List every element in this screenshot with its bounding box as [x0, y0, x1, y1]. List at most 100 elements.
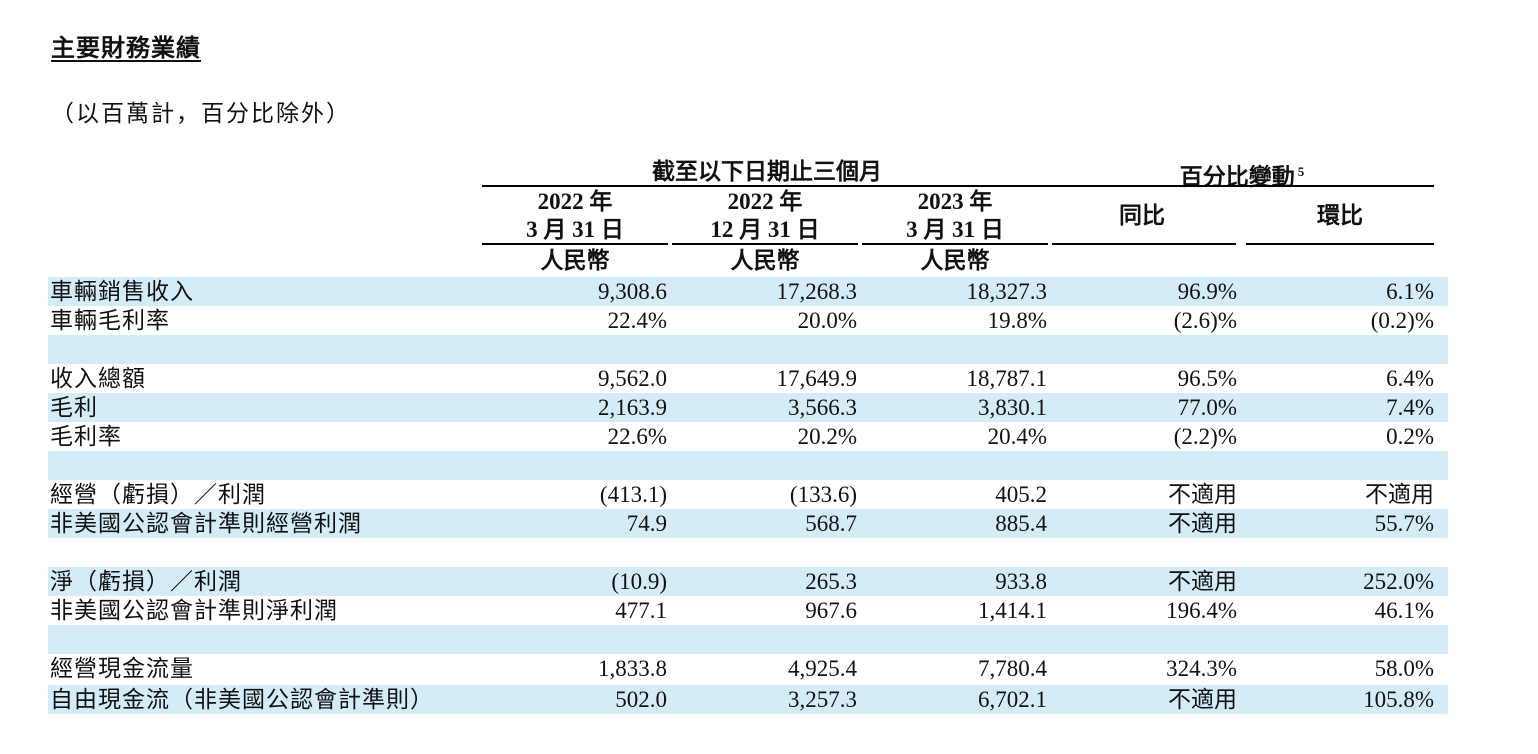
- row-label: 經營（虧損）／利潤: [50, 482, 266, 507]
- table-row: 自由現金流（非美國公認會計準則） 502.0 3,257.3 6,702.1 不…: [48, 685, 1448, 714]
- cell-value: 967.6: [805, 598, 857, 623]
- column-header-q1-2023: 2023 年 3 月 31 日: [862, 188, 1048, 244]
- cell-value: 77.0%: [1177, 395, 1237, 420]
- cell-value: 405.2: [995, 482, 1047, 507]
- column-year: 2022 年: [727, 189, 803, 214]
- table-row: 車輛毛利率 22.4% 20.0% 19.8% (2.6)% (0.2)%: [48, 306, 1448, 335]
- row-label: 非美國公認會計準則經營利潤: [50, 511, 362, 536]
- cell-value: 6,702.1: [978, 687, 1047, 712]
- column-rule: [1052, 243, 1236, 245]
- row-label: 淨（虧損）／利潤: [50, 569, 242, 594]
- cell-value: 96.5%: [1177, 366, 1237, 391]
- currency-label: 人民幣: [920, 248, 990, 273]
- column-rule: [672, 243, 858, 245]
- cell-value: 22.4%: [607, 308, 667, 333]
- table-row: 車輛銷售收入 9,308.6 17,268.3 18,327.3 96.9% 6…: [48, 277, 1448, 306]
- cell-value: 18,787.1: [966, 366, 1048, 391]
- units-note: （以百萬計，百分比除外）: [51, 101, 351, 126]
- cell-value: 不適用: [1365, 482, 1434, 507]
- period-group-header: 截至以下日期止三個月: [652, 159, 882, 184]
- cell-value: 324.3%: [1166, 656, 1237, 681]
- row-label: 經營現金流量: [50, 656, 194, 681]
- cell-value: 9,562.0: [598, 366, 667, 391]
- table-row: 非美國公認會計準則淨利潤 477.1 967.6 1,414.1 196.4% …: [48, 596, 1448, 625]
- currency-label: 人民幣: [730, 248, 800, 273]
- cell-value: 46.1%: [1374, 598, 1434, 623]
- cell-value: (133.6): [789, 482, 857, 507]
- table-row: 毛利率 22.6% 20.2% 20.4% (2.2)% 0.2%: [48, 422, 1448, 451]
- table-row-spacer: [48, 625, 1448, 654]
- cell-value: 105.8%: [1363, 687, 1434, 712]
- cell-value: 3,566.3: [788, 395, 857, 420]
- table-row: 毛利 2,163.9 3,566.3 3,830.1 77.0% 7.4%: [48, 393, 1448, 422]
- cell-value: 6.4%: [1386, 366, 1434, 391]
- cell-value: 9,308.6: [598, 279, 667, 304]
- cell-value: 1,833.8: [598, 656, 667, 681]
- row-label: 自由現金流（非美國公認會計準則）: [50, 687, 434, 712]
- column-rule: [1246, 243, 1434, 245]
- cell-value: 568.7: [805, 511, 857, 536]
- cell-value: 不適用: [1168, 511, 1237, 536]
- cell-value: 不適用: [1168, 569, 1237, 594]
- row-label: 非美國公認會計準則淨利潤: [50, 598, 338, 623]
- column-header-q4-2022: 2022 年 12 月 31 日: [672, 188, 858, 244]
- column-date: 3 月 31 日: [526, 217, 624, 242]
- table-row: 經營現金流量 1,833.8 4,925.4 7,780.4 324.3% 58…: [48, 654, 1448, 683]
- row-label: 車輛毛利率: [50, 308, 170, 333]
- cell-value: (2.6)%: [1173, 308, 1237, 333]
- cell-value: 58.0%: [1374, 656, 1434, 681]
- page-title: 主要財務業績: [51, 36, 201, 62]
- table-row: 經營（虧損）／利潤 (413.1) (133.6) 405.2 不適用 不適用: [48, 480, 1448, 509]
- cell-value: 20.4%: [987, 424, 1047, 449]
- cell-value: 0.2%: [1386, 424, 1434, 449]
- table-row: 非美國公認會計準則經營利潤 74.9 568.7 885.4 不適用 55.7%: [48, 509, 1448, 538]
- cell-value: (2.2)%: [1173, 424, 1237, 449]
- cell-value: 20.0%: [797, 308, 857, 333]
- column-header-qoq: 環比: [1317, 203, 1363, 228]
- table-row-spacer: [48, 538, 1448, 567]
- column-rule: [862, 243, 1048, 245]
- cell-value: (10.9): [611, 569, 667, 594]
- column-date: 3 月 31 日: [906, 217, 1004, 242]
- table-row: 淨（虧損）／利潤 (10.9) 265.3 933.8 不適用 252.0%: [48, 567, 1448, 596]
- cell-value: 196.4%: [1166, 598, 1237, 623]
- cell-value: 7,780.4: [978, 656, 1047, 681]
- column-header-q1-2022: 2022 年 3 月 31 日: [482, 188, 668, 244]
- cell-value: 20.2%: [797, 424, 857, 449]
- cell-value: 477.1: [615, 598, 667, 623]
- cell-value: 17,649.9: [776, 366, 858, 391]
- cell-value: 502.0: [615, 687, 667, 712]
- column-year: 2022 年: [537, 189, 613, 214]
- column-header-yoy: 同比: [1119, 203, 1165, 228]
- cell-value: 885.4: [995, 511, 1047, 536]
- row-label: 毛利率: [50, 424, 122, 449]
- cell-value: 3,830.1: [978, 395, 1047, 420]
- cell-value: 96.9%: [1177, 279, 1237, 304]
- currency-label: 人民幣: [540, 248, 610, 273]
- table-row-spacer: [48, 451, 1448, 480]
- cell-value: 265.3: [805, 569, 857, 594]
- cell-value: 3,257.3: [788, 687, 857, 712]
- cell-value: 不適用: [1168, 687, 1237, 712]
- cell-value: 55.7%: [1374, 511, 1434, 536]
- row-label: 收入總額: [50, 366, 146, 391]
- cell-value: 19.8%: [987, 308, 1047, 333]
- table-row-spacer: [48, 335, 1448, 364]
- cell-value: 7.4%: [1386, 395, 1434, 420]
- cell-value: (0.2)%: [1370, 308, 1434, 333]
- cell-value: 18,327.3: [966, 279, 1048, 304]
- row-label: 車輛銷售收入: [50, 279, 194, 304]
- cell-value: 252.0%: [1363, 569, 1434, 594]
- cell-value: (413.1): [599, 482, 667, 507]
- header-rule-change: [1052, 185, 1434, 187]
- cell-value: 不適用: [1168, 482, 1237, 507]
- cell-value: 933.8: [995, 569, 1047, 594]
- column-date: 12 月 31 日: [710, 217, 820, 242]
- row-label: 毛利: [50, 395, 98, 420]
- table-row: 收入總額 9,562.0 17,649.9 18,787.1 96.5% 6.4…: [48, 364, 1448, 393]
- cell-value: 6.1%: [1386, 279, 1434, 304]
- column-rule: [482, 243, 668, 245]
- cell-value: 74.9: [626, 511, 667, 536]
- cell-value: 4,925.4: [788, 656, 857, 681]
- cell-value: 1,414.1: [978, 598, 1047, 623]
